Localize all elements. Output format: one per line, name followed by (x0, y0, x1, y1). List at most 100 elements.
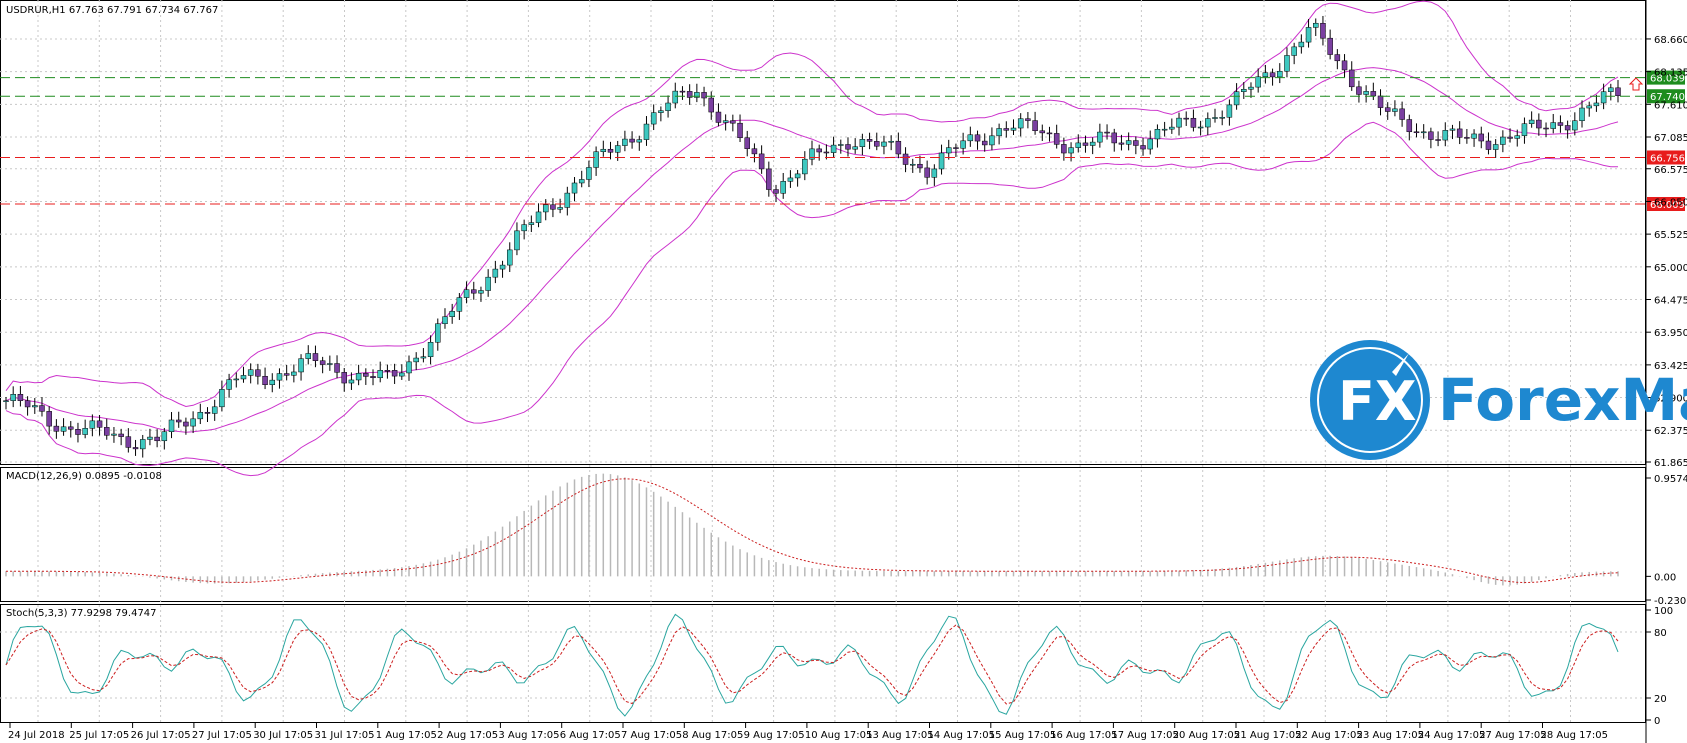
level-value: 66.009 (1650, 200, 1685, 211)
candle-bull (485, 276, 491, 291)
candle-bull (643, 123, 650, 140)
candle-bull (1313, 22, 1319, 28)
candle-bear (334, 363, 340, 373)
price-level-label: 62.375 (1654, 426, 1687, 437)
time-label: 13 Aug 17:05 (866, 730, 933, 741)
price-level-label: 61.865 (1654, 458, 1687, 469)
candle-bull (1226, 104, 1233, 118)
candle-bear (1327, 37, 1333, 55)
candle-bull (1147, 138, 1153, 150)
candle-bull (499, 264, 506, 270)
candle-bull (1363, 91, 1369, 95)
candle-bear (1377, 95, 1384, 108)
candle-bear (1133, 140, 1139, 146)
time-label: 24 Aug 17:05 (1418, 730, 1485, 741)
candle-bear (845, 144, 851, 150)
candle-bear (751, 148, 758, 155)
macd-level-label: -0.2302 (1654, 596, 1687, 607)
candle-bull (722, 120, 729, 123)
candle-bull (269, 379, 276, 385)
candle-bear (953, 147, 959, 149)
candle-bear (686, 91, 693, 98)
horizontal-levels: 68.039 67.740 66.756 66.009 (0, 70, 1685, 211)
time-label: 9 Aug 17:05 (744, 730, 805, 741)
candle-bull (967, 134, 974, 142)
candle-bear (895, 140, 902, 155)
level-tag (1647, 150, 1685, 165)
candle-bear (816, 148, 822, 153)
candle-bear (679, 90, 686, 93)
candle-bull (859, 139, 866, 147)
candle-bull (427, 342, 434, 357)
price-pane-header: USDRUR,H1 67.763 67.791 67.734 67.767 (6, 5, 218, 16)
candle-bull (1550, 122, 1556, 129)
price-level-label: 65.525 (1654, 230, 1687, 241)
candle-bull (881, 141, 887, 147)
candle-bull (442, 316, 448, 325)
stoch-k-line (5, 613, 1619, 717)
candle-bull (219, 389, 225, 408)
candle-bull (1097, 131, 1103, 143)
candle-bull (89, 420, 96, 429)
candle-bull (622, 138, 628, 146)
candle-bull (521, 224, 527, 232)
time-label: 17 Aug 17:05 (1111, 730, 1178, 741)
candle-bull (665, 102, 671, 111)
price-alert-arrow-icon[interactable] (1628, 77, 1644, 91)
candle-bear (1464, 137, 1470, 139)
price-level-label: 63.425 (1654, 361, 1687, 372)
candle-bear (1140, 145, 1146, 150)
grid-layer (0, 0, 1645, 722)
level-value: 67.740 (1650, 92, 1685, 103)
brand-arrow (1630, 338, 1650, 348)
candle-bear (902, 153, 909, 165)
logo-ring (1317, 347, 1423, 453)
candle-bull (586, 167, 592, 180)
candle-bull (355, 373, 362, 381)
time-label: 8 Aug 17:05 (682, 730, 743, 741)
time-label: 23 Aug 17:05 (1357, 730, 1424, 741)
candle-bear (1334, 54, 1341, 62)
candle-bear (118, 433, 124, 437)
candle-bull (1262, 72, 1269, 78)
candle-bull (161, 431, 168, 442)
candle-bear (384, 370, 391, 372)
stoch-level-label: 20 (1654, 694, 1667, 705)
macd-level-label: 0.00 (1654, 572, 1676, 583)
candle-bear (981, 140, 988, 146)
level-value: 68.039 (1650, 74, 1685, 85)
candle-bear (866, 139, 873, 142)
time-label: 27 Aug 17:05 (1479, 730, 1546, 741)
price-level-label: 66.050 (1654, 197, 1687, 208)
candle-bull (1514, 135, 1520, 139)
candle-bull (60, 426, 67, 432)
candle-bull (139, 439, 146, 450)
candle-bull (348, 379, 355, 384)
candle-bull (938, 152, 945, 170)
candle-bull (1528, 119, 1535, 124)
candle-bull (557, 207, 563, 210)
candle-bull (168, 419, 175, 432)
macd-pane (0, 467, 1646, 602)
candle-bull (420, 356, 427, 359)
candle-bear (974, 134, 981, 142)
candle-bear (24, 400, 31, 408)
candle-bear (341, 372, 347, 384)
candle-bull (535, 211, 542, 223)
candle-bull (406, 361, 412, 374)
candle-bear (1557, 122, 1564, 126)
candle-bear (96, 420, 103, 428)
candle-bull (1420, 131, 1427, 134)
candle-bear (391, 370, 398, 377)
candle-bear (132, 447, 139, 450)
candle-bull (82, 428, 88, 435)
candle-bull (852, 146, 858, 150)
candle-bull (989, 135, 995, 146)
candle-bear (154, 436, 160, 442)
candle-bull (794, 173, 801, 179)
candle-bull (492, 268, 499, 278)
candle-bear (1384, 107, 1391, 112)
time-label: 24 Jul 2018 (8, 730, 65, 741)
time-axis: 24 Jul 2018 25 Jul 17:05 26 Jul 17:05 27 Ju… (8, 723, 1608, 741)
